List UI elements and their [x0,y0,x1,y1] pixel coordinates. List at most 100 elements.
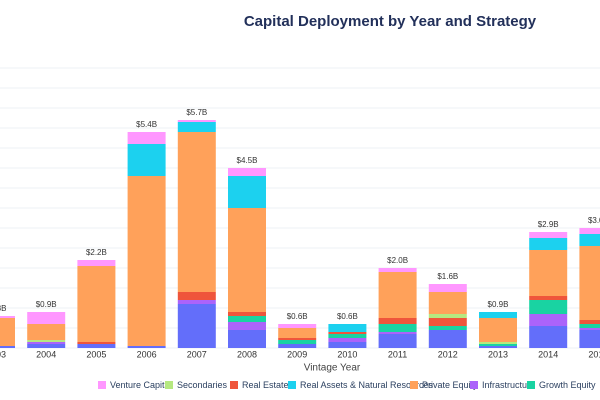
bar-segment [127,144,166,176]
bar-segment [177,300,216,304]
bar-segment [177,132,216,292]
bar-segment [27,324,66,340]
value-label: $2.0B [387,256,408,265]
x-tick-label: 2007 [187,349,207,359]
value-label: $0.9B [488,300,509,309]
bar-segment [127,132,166,144]
x-tick-label: 2015 [588,349,600,359]
x-tick-label: 2012 [438,349,458,359]
bar-segment [428,330,467,348]
bar-segment [579,328,600,330]
value-label: $4.5B [237,156,258,165]
bar-segment [529,232,568,238]
value-label: $1.6B [437,272,458,281]
value-label: $3.0B [588,216,600,225]
legend-label: Private Equity [422,380,478,390]
legend-label: Infrastructure [482,380,535,390]
bar-segment [77,266,116,342]
bar-segment [428,314,467,318]
bar-segment [278,344,317,348]
bar-segment [579,246,600,320]
value-label: $0.6B [337,312,358,321]
bar-segment [428,326,467,330]
legend-swatch [410,381,418,389]
bar-segment [228,176,266,208]
x-axis-title: Vintage Year [304,363,361,374]
bar-segment [479,346,517,348]
value-label: $5.7B [186,108,207,117]
bar-segment [378,268,417,272]
bar-segment [77,342,116,344]
bar-segment [479,344,517,346]
bar-segment [278,328,317,338]
legend-swatch [230,381,238,389]
bar-segment [27,342,66,344]
bar-segment [428,292,467,314]
bar-segment [529,326,568,348]
bar-segment [27,344,66,348]
bar-segment [328,332,367,334]
bar-segment [127,346,166,348]
legend-swatch [288,381,296,389]
bar-segment [378,334,417,348]
bar-segment [228,322,266,330]
bar-segment [228,312,266,316]
bar-segment [479,312,517,318]
bar-segment [378,332,417,334]
value-label: $5.4B [136,120,157,129]
bar-segment [278,324,317,328]
chart-title: Capital Deployment by Year and Strategy [244,13,537,30]
bar-segment [579,320,600,324]
bar-segment [579,228,600,234]
bar-segment [228,330,266,348]
legend-swatch [527,381,535,389]
value-label: $0.9B [36,300,57,309]
value-label: $0.6B [287,312,308,321]
bar-segment [378,324,417,332]
bar-segment [328,324,367,332]
x-tick-label: 2004 [36,349,56,359]
bar-segment [378,318,417,324]
bar-segment [328,338,367,342]
bar-segment [0,316,15,318]
bar-segment [127,176,166,346]
bar-segment [579,330,600,348]
bar-segment [529,314,568,326]
bar-segment [529,296,568,300]
bar-segment [27,340,66,342]
x-tick-label: 2003 [0,349,6,359]
bar-segment [328,342,367,348]
bar-segment [278,340,317,344]
x-tick-label: 2013 [488,349,508,359]
legend-swatch [165,381,173,389]
bar-segment [0,318,15,346]
legend-label: Real Estate [242,380,289,390]
bar-segment [27,312,66,324]
bar-segment [428,284,467,292]
value-label: $2.2B [86,248,107,257]
x-tick-label: 2008 [237,349,257,359]
bar-segment [378,272,417,318]
bar-segment [228,316,266,322]
bar-segment [529,300,568,314]
bar-segment [579,324,600,328]
value-label: $0.8B [0,304,6,313]
bar-segment [177,122,216,132]
legend-label: Growth Equity [539,380,596,390]
bar-segment [177,292,216,300]
x-tick-label: 2014 [538,349,558,359]
x-tick-label: 2010 [337,349,357,359]
legend-label: Secondaries [177,380,228,390]
bar-segment [278,338,317,340]
x-tick-label: 2005 [86,349,106,359]
x-tick-label: 2009 [287,349,307,359]
legend-label: Real Assets & Natural Resources [300,380,434,390]
bar-segment [428,318,467,326]
legend-label: Venture Capital [110,380,172,390]
bar-segment [77,260,116,266]
x-tick-label: 2011 [388,349,407,359]
value-label: $2.9B [538,220,559,229]
bar-segment [177,120,216,122]
